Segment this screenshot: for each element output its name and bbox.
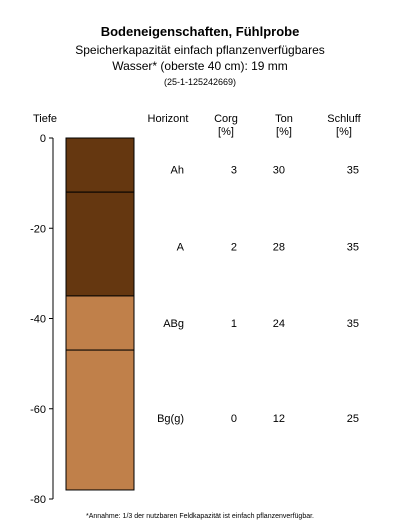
corg-value: 2: [231, 241, 237, 253]
soil-layers: [65, 137, 135, 491]
corg-header-unit: [%]: [218, 126, 234, 138]
schluff-header-label: Schluff: [327, 113, 361, 125]
horizon-rows: Ah 3 30 35 A 2 28 35 ABg 1 24 35 Bg(g) 0 12 25: [157, 165, 359, 425]
ton-value: 12: [273, 413, 285, 425]
soil-layer-bar: [65, 137, 135, 193]
horizon-column-header: Horizont: [147, 113, 189, 125]
soil-layer-bar: [65, 191, 135, 297]
chart-title: Bodeneigenschaften, Fühlprobe: [100, 24, 300, 39]
soil-layer-bar: [65, 349, 135, 491]
soil-layer-bar: [65, 295, 135, 351]
schluff-value: 25: [347, 413, 359, 425]
corg-value: 3: [231, 165, 237, 177]
ton-header-unit: [%]: [276, 126, 292, 138]
sample-id: (25-1-125242669): [163, 77, 237, 87]
horizon-name: Ah: [171, 165, 184, 177]
horizon-name: A: [177, 241, 185, 253]
schluff-header-unit: [%]: [336, 126, 352, 138]
horizon-name: ABg: [163, 318, 184, 330]
depth-tick-label: -40: [30, 314, 46, 326]
schluff-column-header: Schluff [%]: [321, 113, 367, 139]
schluff-value: 35: [347, 165, 359, 177]
ton-header-label: Ton: [275, 113, 293, 125]
depth-tick-label: 0: [40, 133, 46, 145]
corg-value: 1: [231, 318, 237, 330]
chart-subtitle-line-1: Speicherkapazität einfach pflanzenverfüg…: [75, 43, 325, 57]
corg-column-header: Corg [%]: [208, 113, 244, 139]
ton-value: 28: [273, 241, 285, 253]
ton-column-header: Ton [%]: [266, 113, 302, 139]
corg-value: 0: [231, 413, 237, 425]
depth-tick-label: -20: [30, 223, 46, 235]
corg-header-label: Corg: [214, 113, 238, 125]
depth-tick-label: -60: [30, 404, 46, 416]
depth-tick-label: -80: [30, 494, 46, 506]
ton-value: 24: [273, 318, 285, 330]
horizon-name: Bg(g): [157, 413, 184, 425]
chart-subtitle-line-2: Wasser* (oberste 40 cm): 19 mm: [112, 59, 288, 73]
schluff-value: 35: [347, 241, 359, 253]
schluff-value: 35: [347, 318, 359, 330]
depth-axis-ticks: 0 -20 -40 -60 -80: [30, 133, 53, 506]
ton-value: 30: [273, 165, 285, 177]
depth-axis-label: Tiefe: [32, 113, 58, 125]
footnote: *Annahme: 1/3 der nutzbaren Feldkapazitä…: [85, 513, 315, 520]
